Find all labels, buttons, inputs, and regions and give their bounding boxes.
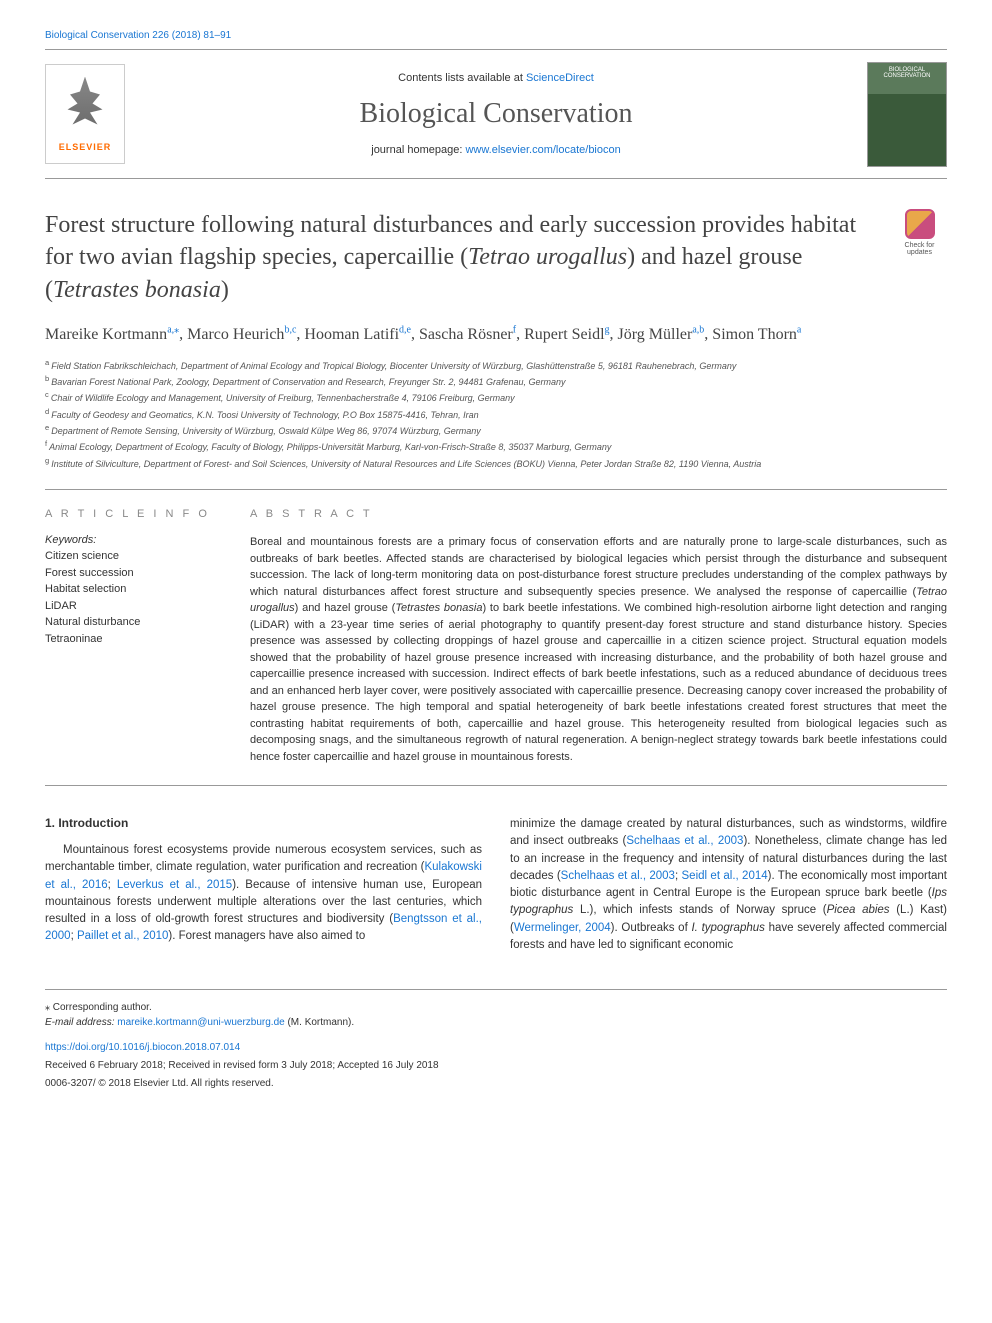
keywords-label: Keywords: (45, 534, 220, 546)
citation-link[interactable]: Schelhaas et al., 2003 (561, 870, 675, 882)
intro-para-1-cont: minimize the damage created by natural d… (510, 816, 947, 954)
affiliation-row: a Field Station Fabrikschleichach, Depar… (45, 357, 947, 373)
keyword: LiDAR (45, 598, 220, 615)
keywords-list: Citizen scienceForest successionHabitat … (45, 548, 220, 647)
journal-header: ELSEVIER Contents lists available at Sci… (45, 49, 947, 179)
intro-heading: 1. Introduction (45, 816, 482, 830)
author: Sascha Rösnerf (419, 326, 516, 343)
divider-top (45, 489, 947, 490)
publisher-logo: ELSEVIER (45, 64, 125, 164)
keyword: Forest succession (45, 565, 220, 582)
affiliation-sup: e (45, 423, 51, 432)
affiliation-sup: f (45, 439, 49, 448)
author-sup: a (797, 324, 801, 335)
author: Simon Thorna (712, 326, 801, 343)
check-updates-label: Check for updates (892, 242, 947, 256)
abstract-label: A B S T R A C T (250, 508, 947, 520)
affiliation-row: f Animal Ecology, Department of Ecology,… (45, 438, 947, 454)
contents-line: Contents lists available at ScienceDirec… (145, 72, 847, 84)
author: Rupert Seidlg (524, 326, 609, 343)
authors-list: Mareike Kortmanna,⁎, Marco Heurichb,c, H… (45, 322, 947, 346)
affiliation-sup: a (45, 358, 51, 367)
affiliation-sup: g (45, 456, 51, 465)
email-label: E-mail address: (45, 1017, 117, 1028)
doi-line: https://doi.org/10.1016/j.biocon.2018.07… (45, 1040, 947, 1055)
check-updates-icon (905, 209, 935, 239)
keyword: Natural disturbance (45, 614, 220, 631)
author: Marco Heurichb,c (187, 326, 296, 343)
citation-link[interactable]: Paillet et al., 2010 (77, 930, 168, 942)
author: Hooman Latifid,e (304, 326, 411, 343)
affiliations-list: a Field Station Fabrikschleichach, Depar… (45, 357, 947, 472)
abstract-italic: Tetrastes bonasia (395, 602, 482, 614)
author-sup: g (605, 324, 610, 335)
cover-title: BIOLOGICAL CONSERVATION (868, 67, 946, 80)
body-column-left: 1. Introduction Mountainous forest ecosy… (45, 816, 482, 954)
citation-link[interactable]: Biological Conservation 226 (2018) 81–91 (45, 30, 947, 41)
citation-link[interactable]: Kulakowski et al., 2016 (45, 861, 482, 890)
author-sup: f (513, 324, 516, 335)
issn-line: 0006-3207/ © 2018 Elsevier Ltd. All righ… (45, 1076, 947, 1091)
title-italic-2: Tetrastes bonasia (53, 277, 221, 303)
citation-link[interactable]: Seidl et al., 2014 (682, 870, 768, 882)
publisher-name: ELSEVIER (59, 142, 112, 152)
author-sup: d,e (399, 324, 411, 335)
affiliation-row: g Institute of Silviculture, Department … (45, 455, 947, 471)
author: Mareike Kortmanna,⁎ (45, 326, 179, 343)
corresponding-author: ⁎ Corresponding author. (45, 1000, 947, 1015)
title-post: ) (221, 277, 229, 303)
title-italic-1: Tetrao urogallus (468, 244, 627, 270)
article-info-sidebar: A R T I C L E I N F O Keywords: Citizen … (45, 508, 220, 765)
journal-name: Biological Conservation (145, 98, 847, 130)
page-footer: ⁎ Corresponding author. E-mail address: … (45, 989, 947, 1091)
affiliation-row: d Faculty of Geodesy and Geomatics, K.N.… (45, 406, 947, 422)
keyword: Citizen science (45, 548, 220, 565)
elsevier-tree-icon (60, 77, 110, 137)
email-name: (M. Kortmann). (285, 1017, 354, 1028)
keyword: Habitat selection (45, 581, 220, 598)
author-sup: b,c (284, 324, 296, 335)
author-sup: a,⁎ (167, 324, 179, 335)
abstract-column: A B S T R A C T Boreal and mountainous f… (250, 508, 947, 765)
article-title: Forest structure following natural distu… (45, 209, 872, 306)
intro-para-1: Mountainous forest ecosystems provide nu… (45, 842, 482, 946)
homepage-line: journal homepage: www.elsevier.com/locat… (145, 144, 847, 156)
affiliation-sup: b (45, 374, 51, 383)
received-line: Received 6 February 2018; Received in re… (45, 1058, 947, 1073)
author: Jörg Müllera,b (618, 326, 705, 343)
divider-bottom (45, 785, 947, 786)
citation-link[interactable]: Wermelinger, 2004 (514, 922, 611, 934)
sciencedirect-link[interactable]: ScienceDirect (526, 72, 594, 84)
contents-prefix: Contents lists available at (398, 72, 526, 84)
homepage-prefix: journal homepage: (371, 144, 465, 156)
email-row: E-mail address: mareike.kortmann@uni-wue… (45, 1015, 947, 1030)
body-column-right: minimize the damage created by natural d… (510, 816, 947, 954)
species-italic: I. typographus (691, 922, 764, 934)
citation-link[interactable]: Schelhaas et al., 2003 (626, 835, 743, 847)
species-italic: Picea abies (827, 904, 890, 916)
abstract-text: Boreal and mountainous forests are a pri… (250, 534, 947, 765)
journal-cover-thumbnail: BIOLOGICAL CONSERVATION (867, 62, 947, 167)
author-sup: a,b (692, 324, 704, 335)
abstract-italic: Tetrao urogallus (250, 586, 947, 615)
doi-link[interactable]: https://doi.org/10.1016/j.biocon.2018.07… (45, 1042, 240, 1053)
affiliation-sup: c (45, 390, 51, 399)
check-updates-widget[interactable]: Check for updates (892, 209, 947, 256)
citation-link[interactable]: Leverkus et al., 2015 (117, 879, 232, 891)
keyword: Tetraoninae (45, 631, 220, 648)
affiliation-row: b Bavarian Forest National Park, Zoology… (45, 373, 947, 389)
article-info-label: A R T I C L E I N F O (45, 508, 220, 520)
affiliation-sup: d (45, 407, 51, 416)
homepage-link[interactable]: www.elsevier.com/locate/biocon (465, 144, 620, 156)
header-center: Contents lists available at ScienceDirec… (145, 72, 847, 156)
affiliation-row: c Chair of Wildlife Ecology and Manageme… (45, 389, 947, 405)
affiliation-row: e Department of Remote Sensing, Universi… (45, 422, 947, 438)
email-link[interactable]: mareike.kortmann@uni-wuerzburg.de (117, 1017, 284, 1028)
